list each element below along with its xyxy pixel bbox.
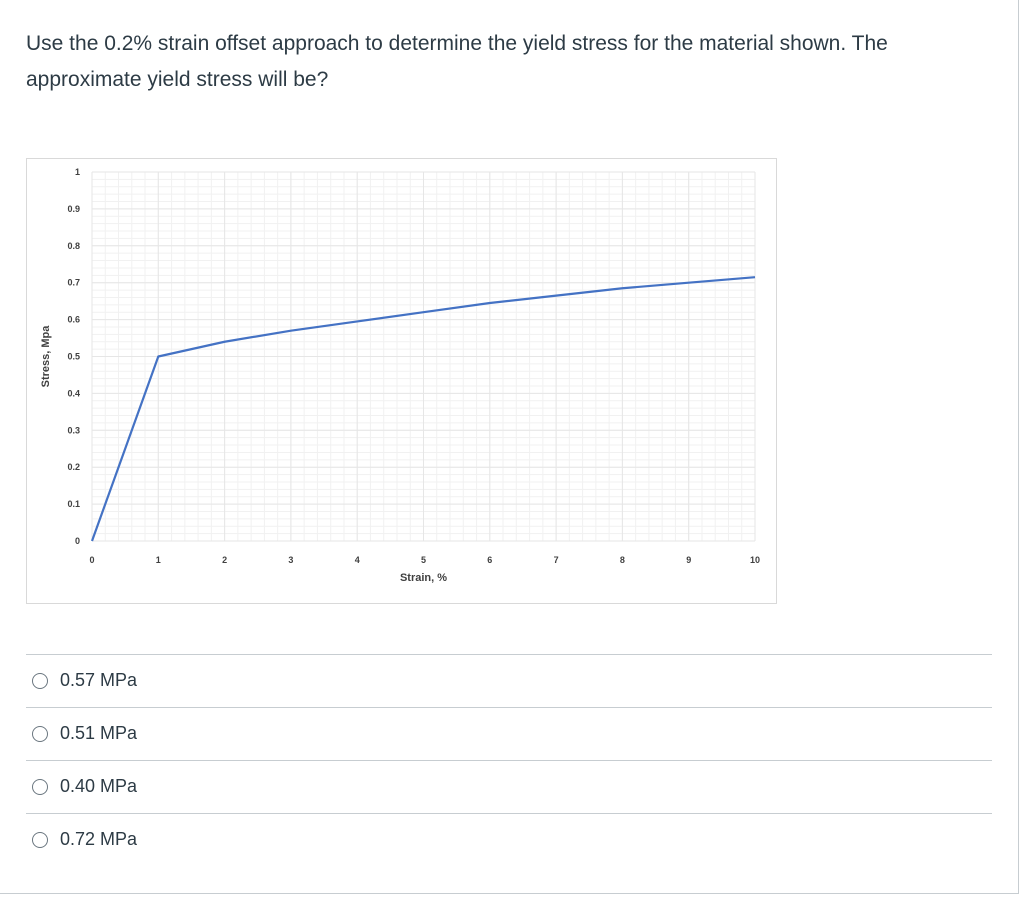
x-tick-label: 10: [750, 555, 760, 565]
y-tick-label: 0.9: [67, 204, 80, 214]
y-tick-label: 0: [75, 536, 80, 546]
x-tick-label: 0: [89, 555, 94, 565]
y-tick-label: 0.1: [67, 499, 80, 509]
answer-label: 0.51 MPa: [60, 723, 138, 743]
y-tick-label: 0.2: [67, 462, 80, 472]
radio-button-icon[interactable]: [32, 673, 48, 689]
y-tick-label: 0.8: [67, 241, 80, 251]
x-tick-label: 1: [156, 555, 161, 565]
x-tick-label: 6: [487, 555, 492, 565]
chart-canvas: 0 1 2 3 4 5 6 7 8 9 10 0 0.1 0.2 0.3 0.4 0.5 0.6 0.7 0.8 0.9…: [40, 167, 760, 584]
x-tick-label: 5: [421, 555, 426, 565]
answer-label: 0.40 MPa: [60, 776, 138, 796]
y-tick-label: 0.5: [67, 352, 80, 362]
y-axis-title: Stress, Mpa: [40, 325, 52, 388]
stress-strain-chart: 0 1 2 3 4 5 6 7 8 9 10 0 0.1 0.2 0.3 0.4 0.5 0.6 0.7 0.8 0.9…: [26, 158, 777, 604]
radio-button-icon[interactable]: [32, 832, 48, 848]
answer-option-3[interactable]: 0.40 MPa: [26, 760, 992, 813]
x-axis-title: Strain, %: [400, 572, 447, 584]
x-tick-label: 9: [686, 555, 691, 565]
answer-list: 0.57 MPa 0.51 MPa 0.40 MPa 0.72 MPa: [26, 654, 992, 866]
stress-strain-series-line: [90, 276, 756, 542]
x-tick-label: 4: [355, 555, 360, 565]
question-text: Use the 0.2% strain offset approach to d…: [26, 32, 888, 91]
y-tick-label: 0.6: [67, 315, 80, 325]
answer-option-1[interactable]: 0.57 MPa: [26, 654, 992, 707]
x-tick-label: 7: [554, 555, 559, 565]
y-tick-label: 1: [75, 167, 80, 177]
x-tick-label: 3: [288, 555, 293, 565]
y-tick-label: 0.3: [67, 425, 80, 435]
radio-button-icon[interactable]: [32, 779, 48, 795]
x-tick-label: 2: [222, 555, 227, 565]
radio-button-icon[interactable]: [32, 726, 48, 742]
x-tick-label: 8: [620, 555, 625, 565]
y-tick-label: 0.4: [67, 388, 80, 398]
answer-label: 0.57 MPa: [60, 670, 138, 690]
answer-option-2[interactable]: 0.51 MPa: [26, 707, 992, 760]
answer-label: 0.72 MPa: [60, 829, 138, 849]
answer-option-4[interactable]: 0.72 MPa: [26, 813, 992, 866]
y-tick-label: 0.7: [67, 278, 80, 288]
